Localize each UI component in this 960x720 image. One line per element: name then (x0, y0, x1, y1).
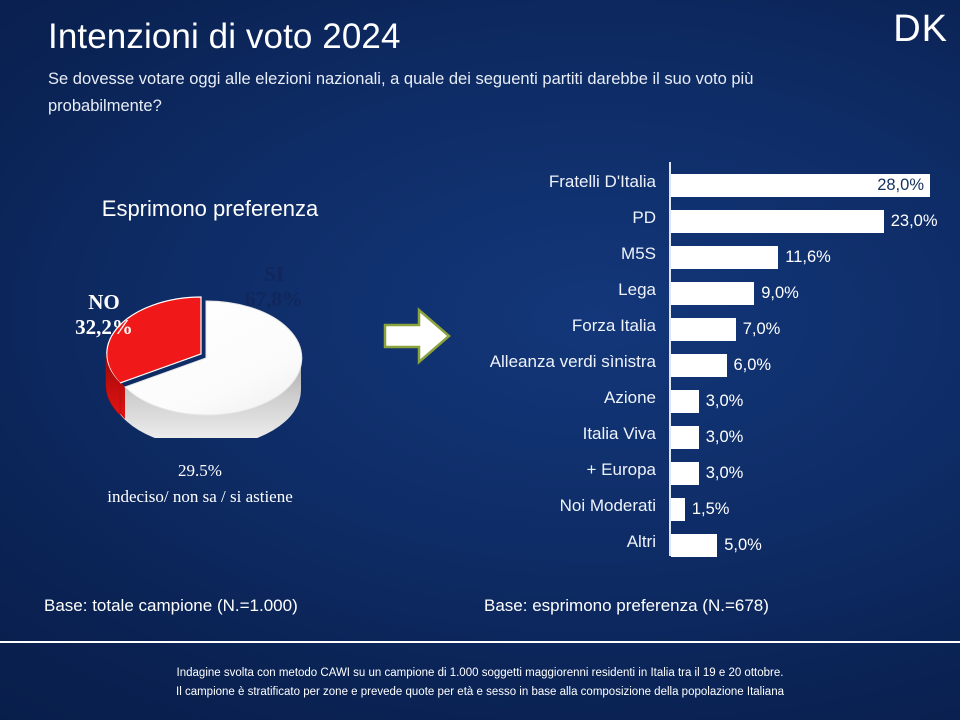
bar-value-label: 3,0% (705, 464, 744, 482)
bar-row: Lega 9,0% (430, 276, 950, 312)
bar-value-label: 11,6% (785, 248, 831, 266)
bar-category-label: Lega (618, 280, 656, 299)
bar-row: M5S 11,6% (430, 240, 950, 276)
right-arrow-icon (381, 300, 453, 372)
bar-value-label: 9,0% (761, 284, 799, 302)
bar-fill[interactable] (671, 246, 779, 269)
bar-category-label: PD (632, 208, 656, 227)
base-caption-bars: Base: esprimono preferenza (N.=678) (484, 596, 769, 615)
bar-category-label: M5S (621, 244, 656, 263)
pie-chart-svg (105, 296, 303, 438)
footer-note-line2: Il campione è stratificato per zone e pr… (176, 686, 784, 698)
page-subtitle: Se dovesse votare oggi alle elezioni naz… (48, 70, 754, 115)
bar-fill[interactable] (671, 354, 727, 377)
bar-track: 3,0% (671, 390, 930, 413)
bar-fill[interactable] (671, 174, 930, 197)
pie-footnote-value: 29.5% (178, 461, 222, 480)
bar-row: Altri 5,0% (430, 528, 950, 564)
bar-row: Noi Moderati 1,5% (430, 492, 950, 528)
base-caption-pie: Base: totale campione (N.=1.000) (44, 596, 298, 615)
bar-fill[interactable] (671, 282, 755, 305)
bar-value-label: 7,0% (742, 320, 781, 338)
pie-slice-no (106, 296, 202, 384)
bar-track: 3,0% (671, 462, 930, 485)
bar-category-label: Azione (604, 388, 656, 407)
bar-value-label: 6,0% (733, 356, 772, 374)
bar-row: Italia Viva 3,0% (430, 420, 950, 456)
pie-side-wall-si (111, 358, 301, 438)
bar-chart: Fratelli D'Italia 28,0% PD 23,0% M5S 11,6% Leg… (430, 160, 950, 558)
bar-category-label: + Europa (586, 460, 656, 479)
bar-fill[interactable] (671, 426, 699, 449)
footer-divider (0, 641, 960, 643)
bar-category-label: Forza Italia (571, 316, 656, 335)
bar-track: 23,0% (671, 210, 938, 233)
footer-note: Indagine svolta con metodo CAWI su un ca… (0, 664, 960, 702)
bar-row: PD 23,0% (430, 204, 950, 240)
pie-chart-heading: Esprimono preferenza (101, 196, 319, 221)
bar-row: + Europa 3,0% (430, 456, 950, 492)
bar-fill[interactable] (671, 390, 699, 413)
bar-fill[interactable] (671, 318, 736, 341)
bar-value-label: 23,0% (890, 212, 938, 230)
bar-row: Azione 3,0% (430, 384, 950, 420)
pie-footnote-text: indeciso/ non sa / si astiene (107, 487, 293, 506)
pie-footnote: 29.5% indeciso/ non sa / si astiene (0, 458, 400, 510)
bar-chart-axis (669, 162, 671, 556)
bar-track: 3,0% (671, 426, 930, 449)
bar-track: 11,6% (671, 246, 930, 269)
bar-value-label: 3,0% (705, 392, 744, 410)
bar-fill[interactable] (671, 462, 699, 485)
bar-track: 1,5% (671, 498, 930, 521)
bar-fill[interactable] (671, 210, 884, 233)
right-arrow-svg (383, 307, 451, 365)
brand-logo-dk: DK (893, 8, 948, 50)
pie-chart-3d (22, 238, 382, 438)
bar-value-label: 3,0% (705, 428, 744, 446)
pie-slice-no-side (105, 353, 121, 416)
bar-row: Fratelli D'Italia 28,0% (430, 168, 950, 204)
pie-slice-si (124, 300, 303, 416)
bar-category-label: Altri (626, 532, 656, 551)
bar-category-label: Fratelli D'Italia (548, 172, 656, 191)
bar-category-label: Noi Moderati (559, 496, 656, 515)
bar-row: Forza Italia 7,0% (430, 312, 950, 348)
bar-row: Alleanza verdi sìnistra 6,0% (430, 348, 950, 384)
bar-value-label: 28,0% (877, 176, 924, 194)
bar-track: 5,0% (671, 534, 930, 557)
bar-track: 28,0% (671, 174, 930, 197)
footer-note-line1: Indagine svolta con metodo CAWI su un ca… (176, 667, 784, 679)
bar-category-label: Alleanza verdi sìnistra (489, 352, 656, 371)
bar-value-label: 5,0% (724, 536, 762, 554)
bar-fill[interactable] (671, 498, 685, 521)
bar-fill[interactable] (671, 534, 718, 557)
page-title: Intenzioni di voto 2024 (48, 17, 401, 56)
bar-value-label: 1,5% (691, 500, 730, 518)
bar-track: 9,0% (671, 282, 930, 305)
bar-track: 6,0% (671, 354, 930, 377)
bar-category-label: Italia Viva (582, 424, 656, 443)
bar-track: 7,0% (671, 318, 930, 341)
